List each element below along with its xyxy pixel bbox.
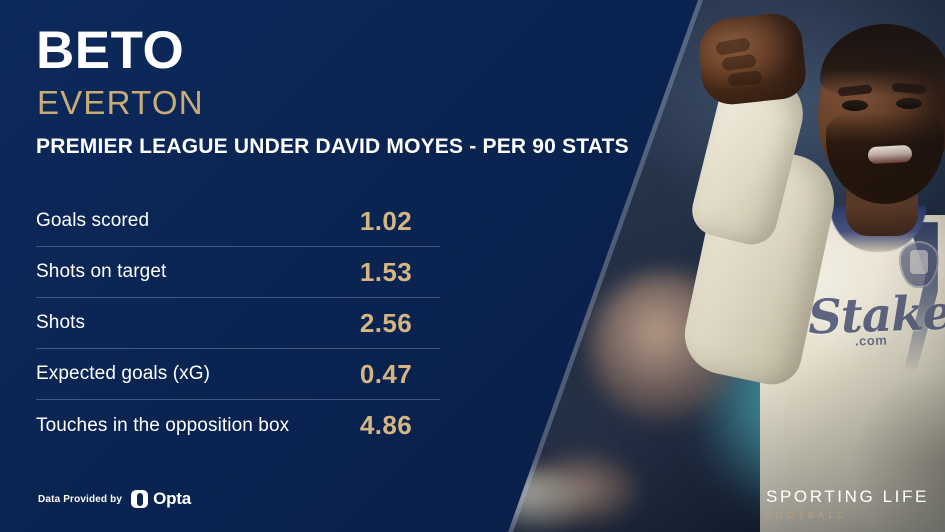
stat-label: Shots <box>36 312 86 333</box>
brand-section: FOOTBALL <box>766 509 847 520</box>
stat-value: 4.86 <box>359 410 413 440</box>
stat-label: Goals scored <box>36 210 150 231</box>
table-row: Expected goals (xG) 0.47 <box>36 349 440 400</box>
stats-table: Goals scored 1.02 Shots on target 1.53 S… <box>36 196 440 451</box>
stat-value: 2.56 <box>359 307 413 338</box>
table-row: Shots 2.56 <box>36 298 440 349</box>
opta-logo: Opta <box>131 489 191 509</box>
brand-name: SPORTING LIFE <box>766 487 929 506</box>
table-row: Goals scored 1.02 <box>36 196 440 247</box>
team-name: EVERTON <box>37 84 204 121</box>
data-attribution: Data Provided by Opta <box>38 489 191 509</box>
page-title: BETO <box>36 21 185 80</box>
table-row: Shots on target 1.53 <box>36 247 440 298</box>
subtitle: PREMIER LEAGUE UNDER DAVID MOYES - PER 9… <box>36 135 629 158</box>
stat-label: Expected goals (xG) <box>36 363 211 384</box>
opta-mark-icon <box>131 490 149 508</box>
stat-label: Shots on target <box>36 261 167 282</box>
stat-value: 0.47 <box>359 358 413 389</box>
stat-label: Touches in the opposition box <box>36 414 290 436</box>
table-row: Touches in the opposition box 4.86 <box>36 400 440 451</box>
sporting-life-logo: SPORTING LIFE FOOTBALL <box>766 487 929 520</box>
stat-value: 1.02 <box>359 205 413 236</box>
opta-wordmark: Opta <box>153 489 192 508</box>
attribution-prefix: Data Provided by <box>38 493 123 505</box>
stat-value: 1.53 <box>359 256 413 287</box>
